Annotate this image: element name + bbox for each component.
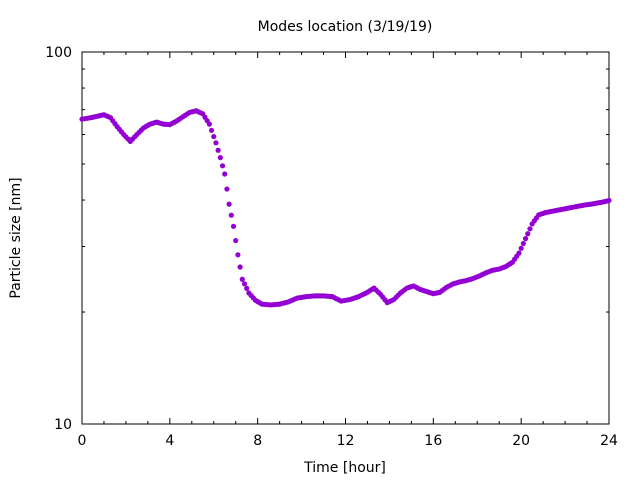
data-point [239, 276, 245, 282]
axis-ticks [81, 51, 610, 425]
data-point [222, 171, 228, 177]
data-point [522, 236, 529, 242]
data-point [215, 147, 221, 153]
data-point [520, 240, 526, 247]
data-point [525, 231, 531, 237]
data-point [219, 163, 226, 169]
data-point [211, 133, 217, 140]
data-point [208, 127, 215, 133]
data-point [235, 252, 241, 258]
data-point [237, 264, 243, 270]
y-tick-label: 10 [54, 417, 72, 433]
y-tick-label: 100 [45, 45, 72, 61]
x-tick-label: 8 [253, 433, 262, 449]
x-tick-label: 4 [165, 433, 174, 449]
data-point [241, 281, 248, 287]
data-point [516, 250, 522, 256]
data-point [230, 223, 237, 229]
y-tick-labels: 10 100 [45, 45, 72, 433]
data-point [233, 237, 239, 244]
data-point [228, 212, 234, 218]
x-tick-label: 16 [424, 433, 442, 449]
data-point [606, 197, 612, 204]
x-tick-label: 24 [600, 433, 618, 449]
data-points [79, 108, 612, 308]
x-tick-label: 0 [78, 433, 87, 449]
data-point [527, 226, 533, 232]
y-axis-label: Particle size [nm] [8, 177, 24, 298]
data-point [206, 121, 212, 127]
chart-title: Modes location (3/19/19) [258, 19, 433, 35]
data-point [217, 155, 223, 161]
data-point [224, 186, 230, 192]
x-tick-label: 20 [512, 433, 530, 449]
data-point [518, 245, 524, 251]
data-point [244, 285, 250, 291]
plot-frame [81, 51, 610, 425]
x-tick-labels: 0 4 8 12 16 20 24 [78, 433, 618, 449]
x-axis-label: Time [hour] [303, 460, 386, 476]
data-point [226, 201, 232, 207]
x-tick-label: 12 [337, 433, 355, 449]
data-point [213, 140, 219, 146]
